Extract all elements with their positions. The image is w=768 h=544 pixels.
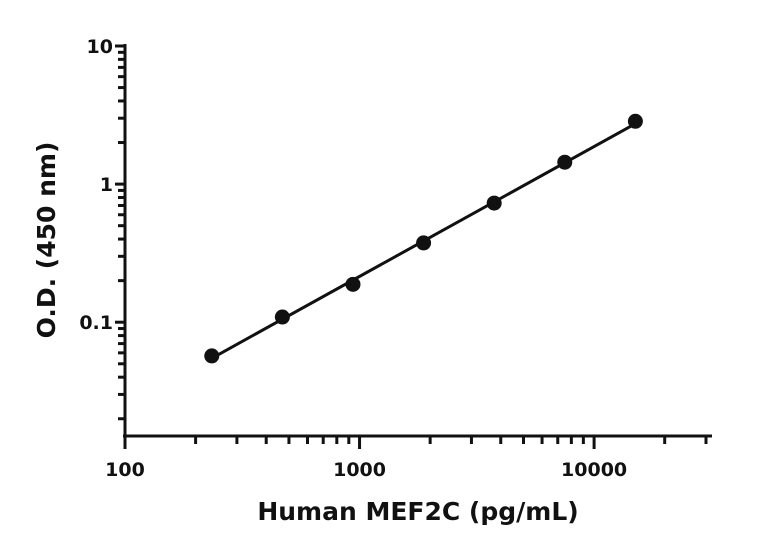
y-tick-label: 10	[87, 36, 113, 58]
y-tick-label: 0.1	[79, 312, 113, 334]
data-point	[557, 154, 573, 170]
y-tick-label: 1	[100, 174, 113, 196]
data-point	[486, 195, 502, 211]
x-tick-label: 10000	[561, 459, 627, 481]
x-tick-label: 1000	[333, 459, 386, 481]
data-marks	[204, 113, 643, 364]
data-point	[627, 113, 643, 129]
data-point	[274, 309, 290, 325]
data-point	[345, 276, 361, 292]
axes: 100 1000 10000 0.1 1 10	[79, 36, 712, 481]
data-point	[416, 235, 432, 251]
x-tick-label: 100	[105, 459, 145, 481]
data-point	[204, 348, 220, 364]
x-axis-title: Human MEF2C (pg/mL)	[257, 497, 578, 526]
y-axis-title: O.D. (450 nm)	[32, 142, 61, 339]
